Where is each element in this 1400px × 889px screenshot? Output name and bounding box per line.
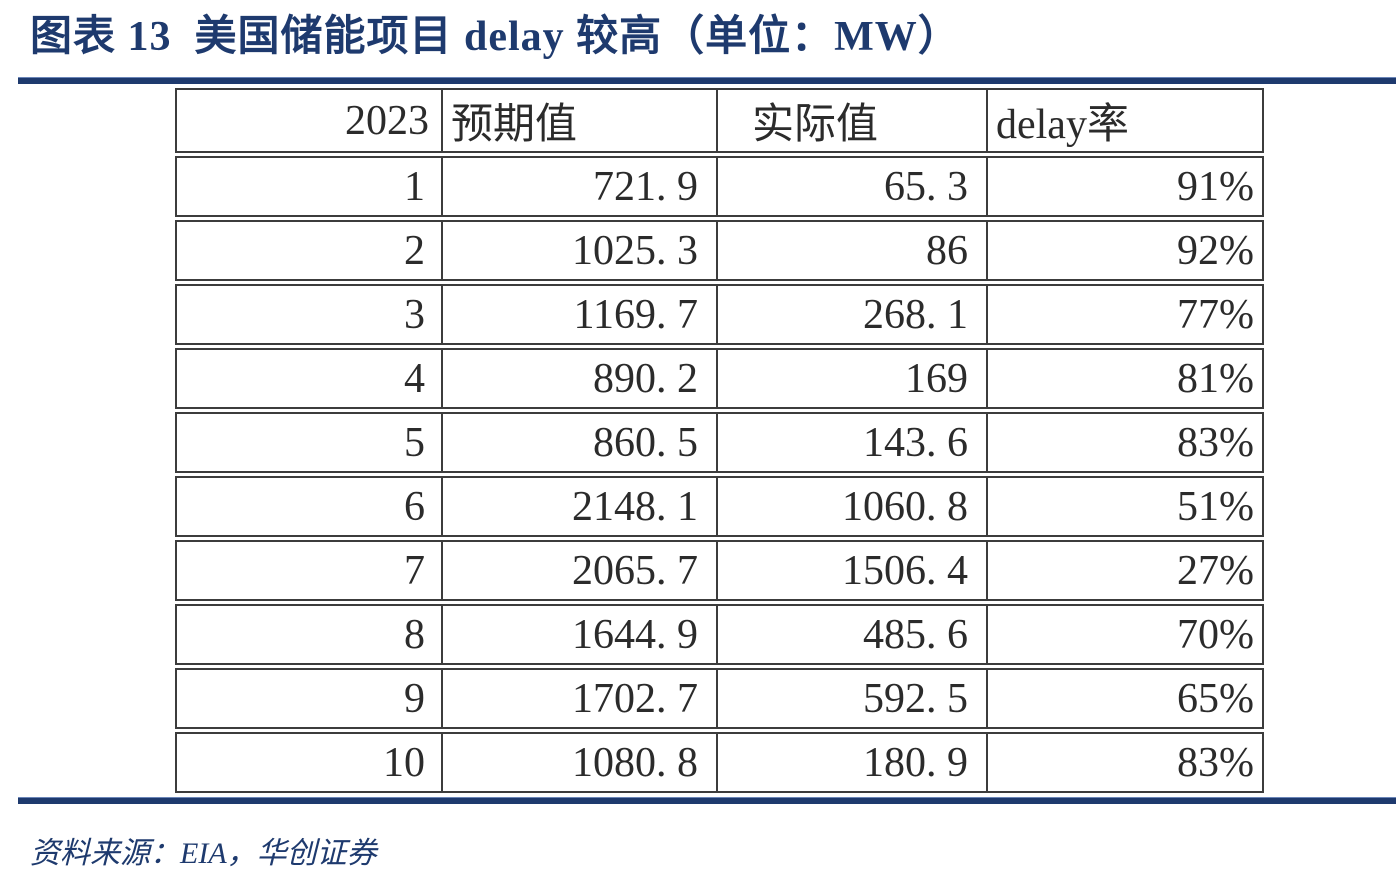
source-note: 资料来源：EIA，华创证券 xyxy=(30,837,377,870)
actual-value-cell: 592. 5 xyxy=(718,668,988,729)
row-index-cell: 10 xyxy=(175,732,443,793)
row-index-cell: 3 xyxy=(175,284,443,345)
delay-rate-cell: 91% xyxy=(988,156,1264,217)
expected-value-cell: 721. 9 xyxy=(443,156,718,217)
actual-value-cell: 143. 6 xyxy=(718,412,988,473)
delay-rate-cell: 77% xyxy=(988,284,1264,345)
expected-value-cell: 1644. 9 xyxy=(443,604,718,665)
expected-value-cell: 860. 5 xyxy=(443,412,718,473)
row-index-cell: 5 xyxy=(175,412,443,473)
delay-rate-cell: 51% xyxy=(988,476,1264,537)
col-header-year: 2023 xyxy=(175,88,443,153)
col-header-actual-value: 实际值 xyxy=(718,88,988,153)
table-row: 7 2065. 7 1506. 4 27% xyxy=(175,540,1264,601)
actual-value-cell: 268. 1 xyxy=(718,284,988,345)
table-row: 10 1080. 8 180. 9 83% xyxy=(175,732,1264,793)
table-header-row: 2023 预期值 实际值 delay率 xyxy=(175,88,1264,153)
delay-rate-cell: 65% xyxy=(988,668,1264,729)
row-index-cell: 2 xyxy=(175,220,443,281)
expected-value-cell: 890. 2 xyxy=(443,348,718,409)
top-rule xyxy=(18,77,1396,84)
figure-title: 图表 13 美国储能项目 delay 较高（单位：MW） xyxy=(30,14,961,60)
expected-value-cell: 1702. 7 xyxy=(443,668,718,729)
col-header-expected-value: 预期值 xyxy=(443,88,718,153)
actual-value-cell: 86 xyxy=(718,220,988,281)
table-header: 2023 预期值 实际值 delay率 xyxy=(175,88,1264,153)
bottom-rule xyxy=(18,797,1396,804)
delay-rate-cell: 70% xyxy=(988,604,1264,665)
delay-data-table: 2023 预期值 实际值 delay率 1 721. 9 65. 3 91% 2 1025… xyxy=(175,85,1264,796)
expected-value-cell: 1169. 7 xyxy=(443,284,718,345)
actual-value-cell: 180. 9 xyxy=(718,732,988,793)
col-header-delay-rate: delay率 xyxy=(988,88,1264,153)
table-body: 1 721. 9 65. 3 91% 2 1025. 3 86 92% 3 1169. 7 268.… xyxy=(175,156,1264,793)
actual-value-cell: 1060. 8 xyxy=(718,476,988,537)
expected-value-cell: 2148. 1 xyxy=(443,476,718,537)
table-row: 2 1025. 3 86 92% xyxy=(175,220,1264,281)
expected-value-cell: 1080. 8 xyxy=(443,732,718,793)
table-row: 6 2148. 1 1060. 8 51% xyxy=(175,476,1264,537)
delay-rate-cell: 83% xyxy=(988,412,1264,473)
row-index-cell: 7 xyxy=(175,540,443,601)
table-row: 3 1169. 7 268. 1 77% xyxy=(175,284,1264,345)
delay-rate-cell: 83% xyxy=(988,732,1264,793)
table-row: 4 890. 2 169 81% xyxy=(175,348,1264,409)
expected-value-cell: 1025. 3 xyxy=(443,220,718,281)
actual-value-cell: 485. 6 xyxy=(718,604,988,665)
delay-rate-cell: 81% xyxy=(988,348,1264,409)
delay-rate-cell: 27% xyxy=(988,540,1264,601)
row-index-cell: 6 xyxy=(175,476,443,537)
row-index-cell: 1 xyxy=(175,156,443,217)
table-row: 5 860. 5 143. 6 83% xyxy=(175,412,1264,473)
table-row: 8 1644. 9 485. 6 70% xyxy=(175,604,1264,665)
row-index-cell: 9 xyxy=(175,668,443,729)
actual-value-cell: 65. 3 xyxy=(718,156,988,217)
row-index-cell: 8 xyxy=(175,604,443,665)
expected-value-cell: 2065. 7 xyxy=(443,540,718,601)
table-row: 1 721. 9 65. 3 91% xyxy=(175,156,1264,217)
actual-value-cell: 1506. 4 xyxy=(718,540,988,601)
row-index-cell: 4 xyxy=(175,348,443,409)
delay-rate-cell: 92% xyxy=(988,220,1264,281)
table-row: 9 1702. 7 592. 5 65% xyxy=(175,668,1264,729)
actual-value-cell: 169 xyxy=(718,348,988,409)
